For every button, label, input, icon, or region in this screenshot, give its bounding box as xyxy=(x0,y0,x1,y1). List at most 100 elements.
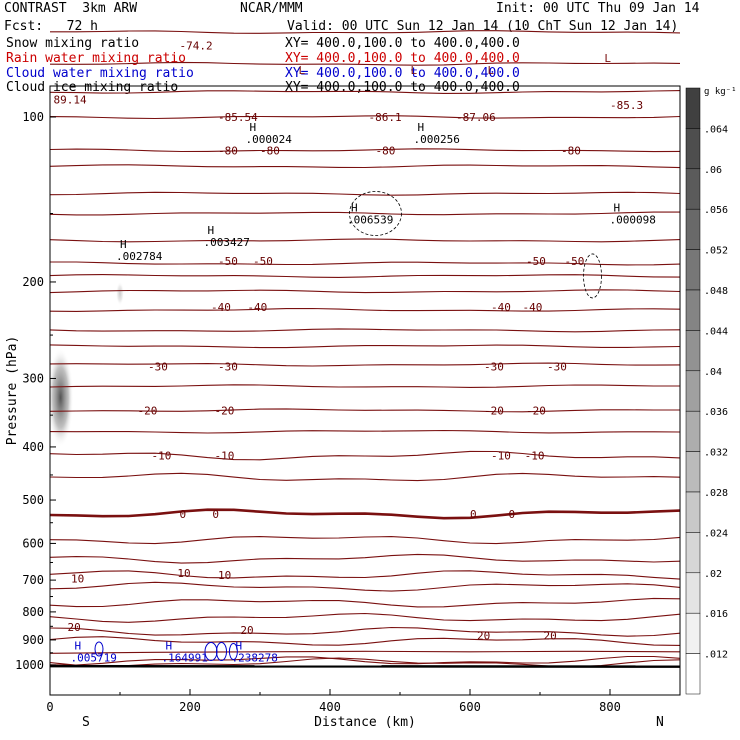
colorbar-segment xyxy=(685,410,701,452)
contour-label: -50 xyxy=(526,255,546,268)
extremum-marker: H xyxy=(166,640,173,653)
y-tick-label: 600 xyxy=(22,536,44,550)
cloud-water-contour xyxy=(228,643,238,661)
contour-label: -30 xyxy=(547,360,567,373)
extremum-marker: H xyxy=(418,121,425,134)
y-tick-label: 200 xyxy=(22,275,44,289)
colorbar-label: .064 xyxy=(704,124,728,135)
extremum-value: .005719 xyxy=(71,652,117,665)
extremum-marker: H xyxy=(75,640,82,653)
extremum-marker: H xyxy=(250,121,257,134)
temperature-contour xyxy=(50,261,681,266)
x-tick-label: 800 xyxy=(599,700,621,714)
contour-label: 0 xyxy=(212,508,219,521)
contour-label: -10 xyxy=(152,450,172,463)
x-axis-label: Distance (km) xyxy=(314,715,416,730)
extremum-marker: H xyxy=(120,238,127,251)
snow-shading xyxy=(116,281,124,306)
contour-label: 89.14 xyxy=(54,94,87,107)
valid-time: Valid: 00 UTC Sun 12 Jan 14 (10 ChT Sun … xyxy=(287,19,679,34)
colorbar-segment xyxy=(685,128,701,170)
extremum-value: .000098 xyxy=(610,213,656,226)
temperature-contour xyxy=(49,597,681,608)
y-axis-label: Pressure (hPa) xyxy=(5,336,20,446)
y-tick-label: 800 xyxy=(22,605,44,619)
temperature-contour xyxy=(49,211,680,216)
extremum-value: .000024 xyxy=(246,133,293,146)
colorbar-label: .02 xyxy=(704,569,722,580)
extremum-marker: H xyxy=(351,201,358,214)
contour-label: 20 xyxy=(240,624,253,637)
extremum-value: .003427 xyxy=(204,236,250,249)
colorbar-segment xyxy=(685,208,701,250)
contour-label: -40 xyxy=(523,301,543,314)
colorbar-label: .016 xyxy=(704,609,728,620)
temperature-contour xyxy=(49,650,681,654)
colorbar-label: .012 xyxy=(704,650,728,661)
field-rain-name: Rain water mixing ratio xyxy=(6,51,187,66)
colorbar-segment xyxy=(685,491,701,533)
contour-label: -50 xyxy=(565,255,585,268)
field-cloudwater-xy: XY= 400.0,100.0 to 400.0,400.0 xyxy=(285,66,520,81)
contour-label: -50 xyxy=(218,255,238,268)
contour-label: -40 xyxy=(247,301,267,314)
temperature-contour xyxy=(49,536,681,545)
low-marker: L xyxy=(604,52,611,65)
colorbar-label: .044 xyxy=(704,326,728,337)
temperature-contour xyxy=(49,570,681,580)
field-snow-name: Snow mixing ratio xyxy=(6,36,140,51)
south-endpoint-label: S xyxy=(82,715,90,730)
temperature-contour xyxy=(49,612,681,623)
colorbar-segment xyxy=(685,168,701,210)
extremum-value: .238278 xyxy=(232,652,278,665)
x-tick-label: 200 xyxy=(179,700,201,714)
field-cloudwater-name: Cloud water mixing ratio xyxy=(6,66,194,81)
colorbar-segment xyxy=(685,572,701,614)
x-tick-label: 400 xyxy=(319,700,341,714)
contour-label: -40 xyxy=(211,301,231,314)
contour-label: -80 xyxy=(561,144,581,157)
temperature-contour xyxy=(49,408,680,413)
extremum-marker: H xyxy=(614,201,621,214)
temperature-contour xyxy=(49,307,681,312)
contour-label: -85.54 xyxy=(218,111,258,124)
temperature-contour xyxy=(49,450,681,461)
temperature-contour xyxy=(49,148,681,153)
contour-label: -20 xyxy=(484,404,504,417)
temperature-contour xyxy=(49,508,681,520)
temperature-contour xyxy=(49,238,681,243)
temperature-contour xyxy=(49,429,681,434)
temperature-contour xyxy=(49,553,681,564)
colorbar-segment xyxy=(685,451,701,493)
y-tick-label: 300 xyxy=(22,371,44,385)
extremum-value: .164991 xyxy=(162,652,208,665)
temperature-contour xyxy=(49,362,681,367)
contour-label: 0 xyxy=(509,508,516,521)
temperature-contour xyxy=(49,384,680,388)
temperature-contour xyxy=(49,115,681,120)
contour-label: -10 xyxy=(215,450,235,463)
plot-frame xyxy=(49,85,681,696)
y-tick-label: 1000 xyxy=(15,658,44,672)
temperature-contour xyxy=(49,328,681,333)
y-tick-label: 100 xyxy=(22,110,44,124)
contour-label: 20 xyxy=(477,629,490,642)
temperature-contour xyxy=(49,626,681,637)
temperature-contour xyxy=(49,636,681,646)
contour-label: -20 xyxy=(526,404,546,417)
cloud-ice-contour xyxy=(349,191,402,236)
temperature-contour xyxy=(49,164,681,169)
contour-label: -80 xyxy=(260,144,280,157)
y-tick-label: 400 xyxy=(22,440,44,454)
contour-label: -30 xyxy=(148,360,168,373)
cloud-water-contour xyxy=(216,642,227,662)
colorbar-segment xyxy=(685,653,701,695)
extremum-value: .002784 xyxy=(116,250,163,263)
extremum-value: .000256 xyxy=(414,133,460,146)
contour-label: -30 xyxy=(484,360,504,373)
cloud-water-contour xyxy=(94,641,104,657)
colorbar-segment xyxy=(685,289,701,331)
temperature-contour xyxy=(49,191,681,196)
low-marker: L xyxy=(299,64,306,77)
